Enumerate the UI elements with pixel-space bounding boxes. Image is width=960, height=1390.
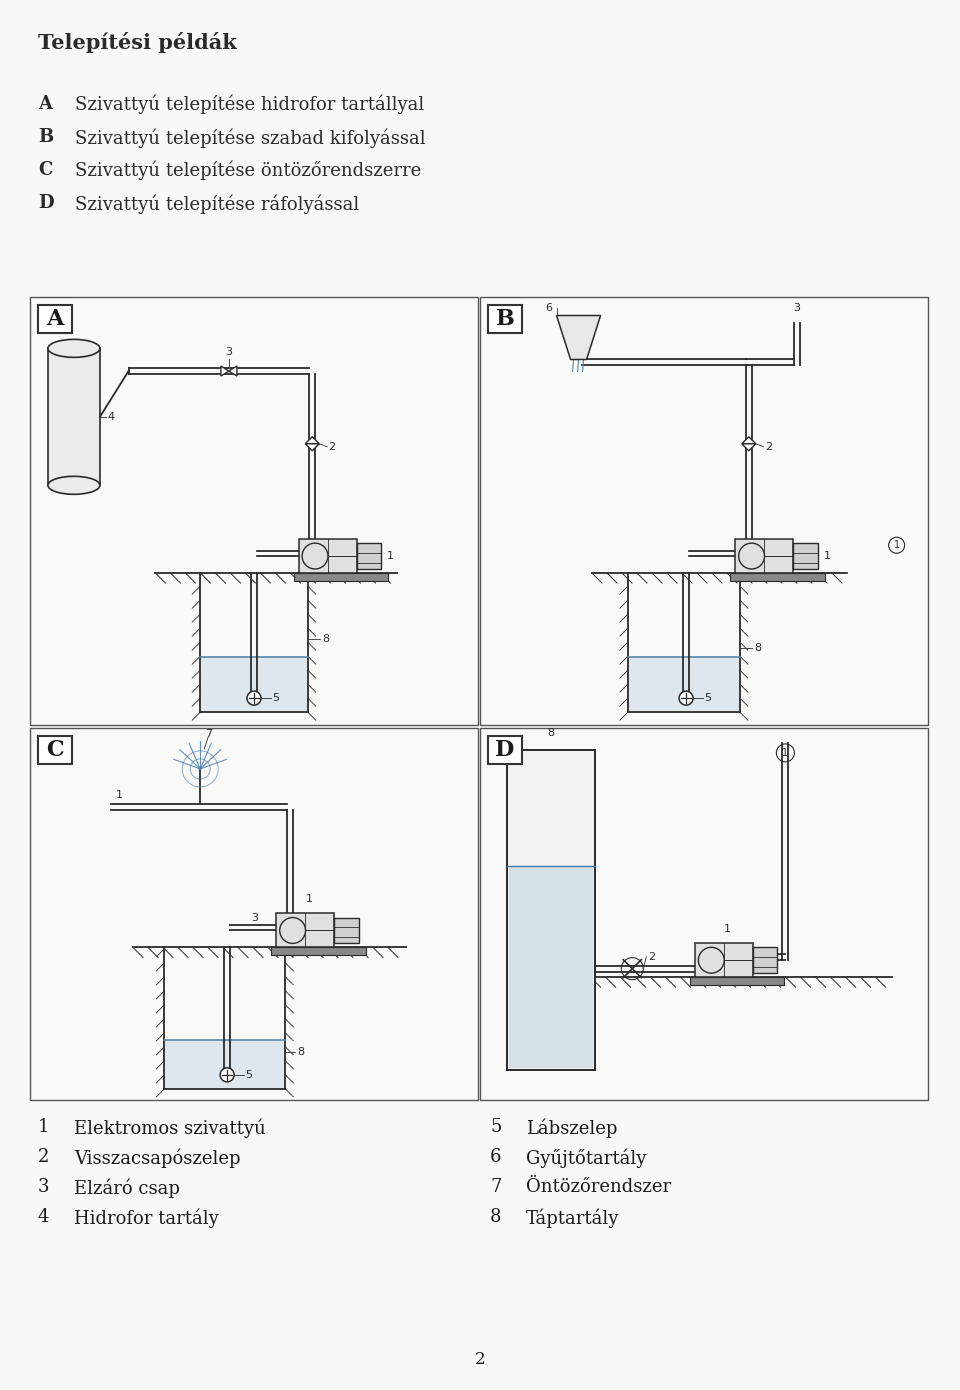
Bar [30, 728, 478, 1099]
Text: 3: 3 [38, 1177, 50, 1195]
Text: 1: 1 [387, 550, 395, 562]
Bar [299, 539, 357, 573]
Polygon shape [742, 443, 756, 450]
Text: 1: 1 [305, 895, 312, 905]
Text: 1: 1 [894, 541, 900, 550]
Text: 5: 5 [272, 694, 279, 703]
Text: 7: 7 [490, 1177, 501, 1195]
Bar [334, 917, 359, 944]
Text: 3: 3 [251, 913, 258, 923]
Polygon shape [221, 366, 228, 377]
Text: 2: 2 [474, 1351, 486, 1368]
Text: Szivattyú telepítése ráfolyással: Szivattyú telepítése ráfolyással [75, 195, 359, 214]
Bar [793, 543, 818, 569]
Bar [272, 948, 366, 955]
Text: D: D [38, 195, 54, 213]
Text: Elektromos szivattyú: Elektromos szivattyú [74, 1118, 266, 1137]
Circle shape [220, 1068, 234, 1081]
Text: Hidrofor tartály: Hidrofor tartály [74, 1208, 219, 1227]
Text: 1: 1 [824, 550, 830, 562]
Text: 1: 1 [116, 790, 123, 799]
Text: D: D [495, 739, 515, 760]
Polygon shape [305, 443, 320, 450]
Text: 5: 5 [245, 1070, 252, 1080]
Text: 5: 5 [490, 1118, 501, 1136]
Polygon shape [228, 366, 237, 377]
Text: Szivattyú telepítése öntözőrendszerre: Szivattyú telepítése öntözőrendszerre [75, 161, 421, 181]
Text: 2: 2 [765, 442, 772, 452]
Bar [294, 573, 388, 581]
Text: 1: 1 [782, 748, 788, 758]
Bar [38, 304, 72, 334]
Text: 3: 3 [793, 303, 800, 313]
Bar [731, 573, 825, 581]
Bar [48, 349, 100, 485]
Text: 2: 2 [648, 952, 656, 962]
Text: 3: 3 [226, 348, 232, 357]
Text: B: B [38, 128, 53, 146]
Text: 1: 1 [724, 924, 732, 934]
Text: A: A [38, 95, 52, 113]
Circle shape [679, 691, 693, 705]
Bar [38, 735, 72, 765]
Text: 8: 8 [322, 634, 329, 645]
Ellipse shape [48, 339, 100, 357]
Text: A: A [46, 309, 63, 329]
Text: Visszacsapószelep: Visszacsapószelep [74, 1148, 241, 1168]
Text: 1: 1 [38, 1118, 50, 1136]
Text: 6: 6 [490, 1148, 501, 1166]
Bar [480, 728, 928, 1099]
Bar [276, 913, 334, 948]
Text: 4: 4 [108, 411, 115, 421]
Text: 6: 6 [545, 303, 552, 313]
Bar [357, 543, 381, 569]
Bar [629, 656, 739, 712]
Text: Lábszelep: Lábszelep [526, 1118, 617, 1137]
Text: 8: 8 [754, 644, 761, 653]
Bar [480, 297, 928, 726]
Text: 5: 5 [704, 694, 711, 703]
Bar [509, 866, 593, 1069]
Text: 4: 4 [38, 1208, 49, 1226]
Text: Telepítési példák: Telepítési példák [38, 32, 237, 53]
Text: 8: 8 [298, 1047, 304, 1056]
Text: 2: 2 [38, 1148, 49, 1166]
Bar [165, 1041, 284, 1088]
Bar [753, 948, 778, 973]
Text: 8: 8 [547, 728, 555, 738]
Text: 7: 7 [204, 728, 212, 739]
Text: C: C [38, 161, 53, 179]
Polygon shape [305, 436, 320, 443]
Text: 2: 2 [328, 442, 335, 452]
Bar [507, 751, 595, 1070]
Text: C: C [46, 739, 63, 760]
Text: Öntözőrendszer: Öntözőrendszer [526, 1177, 671, 1195]
Bar [30, 297, 478, 726]
Bar [488, 735, 522, 765]
Bar [735, 539, 793, 573]
Polygon shape [557, 316, 601, 360]
Circle shape [247, 691, 261, 705]
Text: Szivattyú telepítése hidrofor tartállyal: Szivattyú telepítése hidrofor tartállyal [75, 95, 424, 114]
Bar [690, 977, 784, 986]
Text: Táptartály: Táptartály [526, 1208, 619, 1227]
Bar [202, 656, 307, 712]
Bar [695, 944, 753, 977]
Text: 8: 8 [490, 1208, 501, 1226]
Bar [488, 304, 522, 334]
Text: B: B [495, 309, 515, 329]
Text: Szivattyú telepítése szabad kifolyással: Szivattyú telepítése szabad kifolyással [75, 128, 425, 147]
Polygon shape [742, 436, 756, 443]
Text: Elzáró csap: Elzáró csap [74, 1177, 180, 1198]
Text: Gyűjtőtartály: Gyűjtőtartály [526, 1148, 646, 1168]
Ellipse shape [48, 477, 100, 495]
